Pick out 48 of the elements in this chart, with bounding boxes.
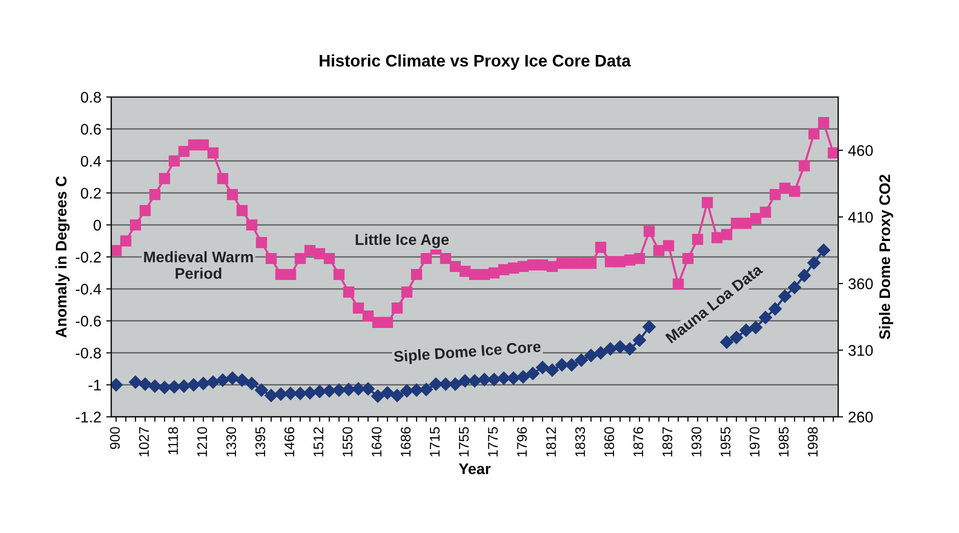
x-tick-label: 1466 [284,427,294,456]
y2-tick-label: 460 [848,145,873,156]
x-tick-label: 1897 [662,427,672,456]
y2-tick-label: 260 [848,412,873,422]
annotation: Little Ice Age [356,234,449,248]
y-tick-label: 0.8 [80,92,101,103]
y-tick-label: -0.4 [76,284,102,295]
x-tick-label: 1775 [488,427,498,456]
x-tick-label: 1833 [575,427,586,456]
x-tick-label: 1796 [517,427,527,456]
x-tick-label: 1812 [546,427,556,456]
y-tick-label: -0.8 [76,348,101,359]
x-tick-label: 1210 [197,427,208,456]
annotation: Siple Dome Ice Core [394,340,542,366]
x-tick-label: 1686 [400,427,411,456]
x-tick-label: 1955 [720,427,730,456]
y-tick-label: -0.6 [76,316,101,327]
y2-axis-title: Siple Dome Proxy CO2 [878,174,894,340]
x-tick-label: 1118 [168,427,178,454]
x-axis-title: Year [458,464,491,474]
x-tick-label: 900 [110,427,120,450]
x-tick-label: 1330 [226,427,236,456]
annotation: Medieval Warm Period [144,251,253,279]
chart-title: Historic Climate vs Proxy Ice Core Data [320,54,631,70]
x-tick-label: 1640 [372,427,382,456]
x-tick-label: 1715 [430,427,440,456]
y-tick-label: -0.2 [76,252,101,263]
x-tick-label: 1876 [633,427,644,456]
y-tick-label: 0.6 [80,124,101,135]
x-tick-label: 1970 [750,427,760,456]
y2-tick-label: 360 [848,278,873,290]
x-tick-label: 1512 [314,427,324,456]
y-tick-label: 0.4 [80,156,102,167]
y-tick-label: -1 [88,380,101,390]
x-tick-label: 1755 [459,427,469,456]
y-tick-label: 0 [94,220,101,231]
x-tick-label: 1985 [778,427,789,456]
x-tick-label: 1998 [808,427,818,456]
x-tick-label: 1550 [342,427,352,456]
y-tick-label: -1.2 [76,412,101,422]
x-tick-label: 1860 [604,427,614,456]
x-tick-label: 1395 [255,427,266,456]
x-tick-label: 1930 [692,427,702,456]
y-tick-label: 0.2 [80,188,101,199]
y2-tick-label: 310 [848,345,873,356]
x-tick-label: 1027 [139,427,149,456]
y2-tick-label: 410 [848,212,873,223]
y-axis-title: Anomaly in Degrees C [55,176,70,338]
